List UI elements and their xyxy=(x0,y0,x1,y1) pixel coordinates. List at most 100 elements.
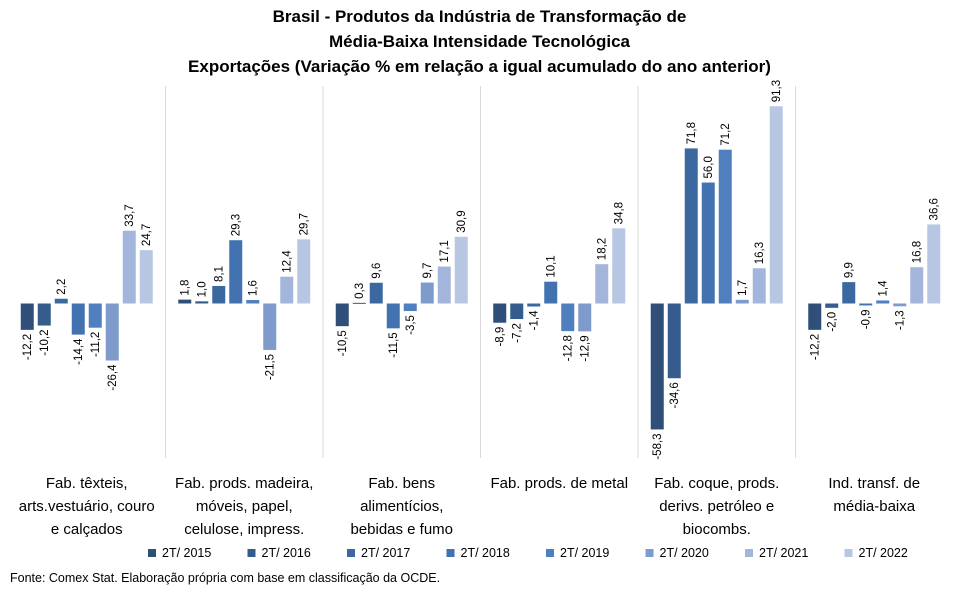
legend-label: 2T/ 2015 xyxy=(162,546,211,560)
data-label: 1,7 xyxy=(737,280,749,296)
bar xyxy=(544,281,558,304)
bar xyxy=(54,298,68,304)
bar xyxy=(20,303,34,330)
bar xyxy=(825,303,839,308)
category-label: Fab. têxteis, xyxy=(46,475,128,492)
data-label: 34,8 xyxy=(614,202,626,224)
data-label: 2,2 xyxy=(56,279,68,295)
bar xyxy=(454,236,468,304)
bar xyxy=(842,282,856,304)
data-label: -8,9 xyxy=(495,327,507,347)
bar xyxy=(71,303,85,335)
source-note: Fonte: Comex Stat. Elaboração própria co… xyxy=(10,571,441,585)
bar xyxy=(769,106,783,304)
data-label: 29,3 xyxy=(231,214,243,236)
data-label: -12,9 xyxy=(580,335,592,361)
data-label: -1,3 xyxy=(895,310,907,330)
bar xyxy=(437,266,451,304)
bar xyxy=(893,303,907,307)
bar xyxy=(493,303,507,323)
data-label: 1,8 xyxy=(180,280,192,296)
legend-label: 2T/ 2018 xyxy=(461,546,510,560)
category-label: Fab. coque, prods. xyxy=(654,475,779,492)
category-label: Ind. transf. de xyxy=(828,475,920,492)
category-label: celulose, impress. xyxy=(184,521,304,538)
legend-swatch xyxy=(844,549,853,557)
legend-label: 2T/ 2016 xyxy=(262,546,311,560)
category-label: alimentícios, xyxy=(360,498,443,515)
bar xyxy=(212,286,226,304)
category-label: derivs. petróleo e xyxy=(659,498,774,515)
legend-swatch xyxy=(745,549,753,557)
data-label: -12,8 xyxy=(563,335,575,361)
legend-swatch xyxy=(546,549,554,557)
bar xyxy=(735,299,749,304)
bar xyxy=(403,303,417,312)
bar xyxy=(37,303,51,326)
bar xyxy=(876,300,890,304)
data-label: 1,4 xyxy=(878,280,890,297)
bar xyxy=(808,303,822,330)
bar xyxy=(684,148,698,304)
data-label: -12,2 xyxy=(810,334,822,360)
data-label: 17,1 xyxy=(439,240,451,262)
bar xyxy=(88,303,102,328)
data-label: -21,5 xyxy=(265,354,277,380)
bar xyxy=(297,239,311,304)
bar xyxy=(178,299,192,304)
bar xyxy=(420,282,434,304)
data-label: -10,5 xyxy=(337,330,349,356)
data-label: 16,3 xyxy=(754,242,766,264)
category-label: bebidas e fumo xyxy=(350,521,453,538)
bar xyxy=(752,268,766,304)
data-label: 0,3 xyxy=(354,283,366,299)
category-label: Fab. prods. de metal xyxy=(490,475,628,492)
bar xyxy=(369,282,383,304)
bar xyxy=(667,303,681,379)
bar xyxy=(263,303,277,350)
category-label: média-baixa xyxy=(833,498,915,515)
bar xyxy=(510,303,524,320)
data-label: -7,2 xyxy=(512,323,524,343)
bar xyxy=(595,264,609,304)
data-label: -10,2 xyxy=(39,330,51,356)
legend-label: 2T/ 2017 xyxy=(361,546,410,560)
data-label: 24,7 xyxy=(141,224,153,246)
data-label: -11,2 xyxy=(90,332,102,357)
data-label: -3,5 xyxy=(405,315,417,335)
legend-label: 2T/ 2022 xyxy=(859,546,908,560)
legend-label: 2T/ 2020 xyxy=(660,546,709,560)
data-label: 29,7 xyxy=(299,213,311,235)
legend-swatch xyxy=(247,549,256,557)
data-label: -26,4 xyxy=(107,364,119,391)
legend-label: 2T/ 2019 xyxy=(560,546,609,560)
legend-swatch xyxy=(645,549,654,557)
bar xyxy=(650,303,664,430)
data-label: 9,9 xyxy=(844,262,856,278)
data-label: 30,9 xyxy=(456,210,468,232)
category-label: móveis, papel, xyxy=(196,498,293,515)
data-label: 9,7 xyxy=(422,263,434,279)
data-label: -58,3 xyxy=(652,433,664,459)
data-label: 10,1 xyxy=(546,255,558,277)
bar xyxy=(859,303,873,306)
data-label: -0,9 xyxy=(861,309,873,329)
data-label: 1,0 xyxy=(197,281,209,297)
data-label: 36,6 xyxy=(929,198,941,220)
category-label: Fab. bens xyxy=(368,475,435,492)
bar xyxy=(612,228,626,304)
category-label: e calçados xyxy=(51,521,123,538)
bar xyxy=(246,300,260,304)
data-label: 91,3 xyxy=(771,80,783,102)
bar xyxy=(910,267,924,304)
bar xyxy=(561,303,575,332)
data-label: 33,7 xyxy=(124,204,136,226)
data-label: 12,4 xyxy=(282,250,294,273)
category-label: biocombs. xyxy=(683,521,751,538)
chart-title-line-3: Exportações (Variação % em relação a igu… xyxy=(188,57,771,76)
bar xyxy=(718,149,732,304)
bar xyxy=(105,303,119,361)
data-label: -11,5 xyxy=(388,332,400,357)
data-label: 8,1 xyxy=(214,266,226,282)
